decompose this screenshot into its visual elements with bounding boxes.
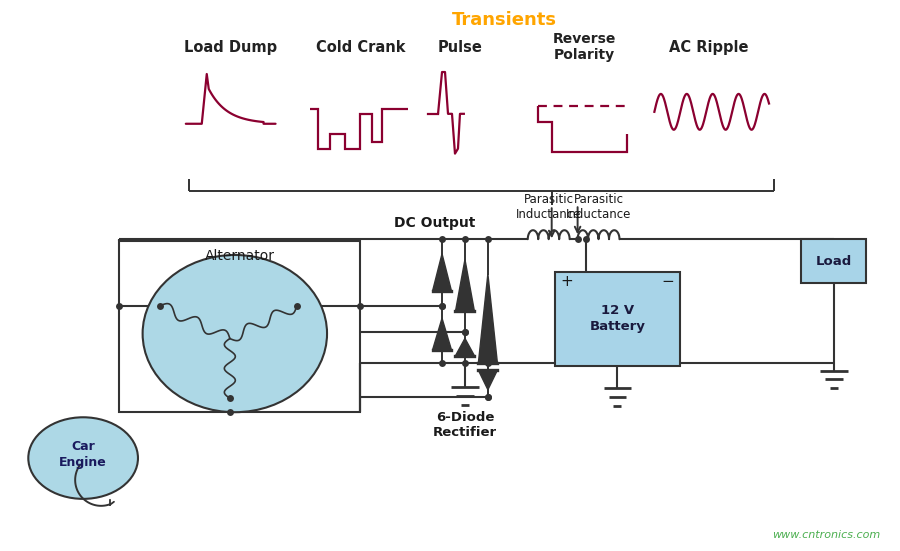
Text: Parasitic
Inductance: Parasitic Inductance	[566, 193, 631, 222]
Polygon shape	[479, 370, 498, 390]
Text: DC Output: DC Output	[394, 216, 476, 230]
Text: Load Dump: Load Dump	[184, 40, 277, 55]
Text: Car
Engine: Car Engine	[59, 440, 107, 468]
Text: 12 V
Battery: 12 V Battery	[590, 304, 645, 333]
Polygon shape	[455, 260, 474, 311]
Bar	[801, 239, 866, 283]
Polygon shape	[433, 318, 452, 350]
Ellipse shape	[142, 255, 327, 412]
Text: AC Ripple: AC Ripple	[670, 40, 749, 55]
Text: 6-Diode
Rectifier: 6-Diode Rectifier	[433, 411, 497, 439]
Ellipse shape	[28, 417, 138, 499]
Text: −: −	[662, 274, 674, 289]
Text: Cold Crank: Cold Crank	[316, 40, 405, 55]
Text: Pulse: Pulse	[437, 40, 482, 55]
Bar	[119, 241, 360, 412]
Bar	[555, 272, 680, 366]
Polygon shape	[479, 274, 498, 363]
Text: Transients: Transients	[453, 11, 557, 29]
Polygon shape	[433, 254, 452, 291]
Text: Reverse
Polarity: Reverse Polarity	[553, 32, 617, 62]
Text: www.cntronics.com: www.cntronics.com	[772, 530, 881, 539]
Text: +: +	[561, 274, 573, 289]
Text: Load: Load	[815, 255, 852, 268]
Polygon shape	[455, 338, 474, 356]
Text: Alternator: Alternator	[205, 249, 274, 263]
Text: Parasitic
Inductance: Parasitic Inductance	[516, 193, 581, 222]
